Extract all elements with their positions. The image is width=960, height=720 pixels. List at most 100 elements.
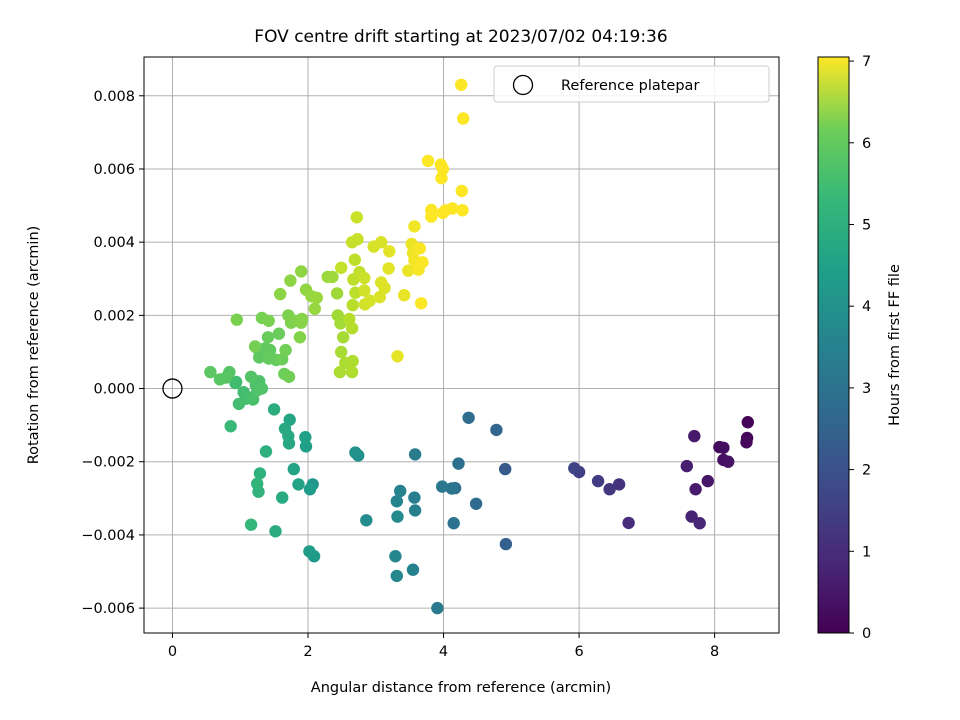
data-point: [343, 312, 356, 326]
data-point: [330, 287, 344, 300]
data-point: [230, 313, 243, 326]
data-point: [282, 370, 296, 383]
data-point: [351, 233, 364, 246]
y-tick-label: 0.006: [93, 162, 135, 178]
data-point: [303, 483, 317, 496]
data-point: [244, 370, 258, 383]
colorbar-tick-label: 0: [862, 626, 871, 642]
data-point: [390, 569, 403, 583]
data-point: [436, 162, 450, 176]
data-point: [348, 253, 361, 266]
data-point: [375, 236, 388, 249]
y-tick-label: −0.006: [81, 601, 135, 617]
data-point: [391, 350, 404, 363]
x-tick-label: 6: [574, 644, 583, 660]
data-point: [259, 445, 273, 458]
data-point: [456, 204, 469, 217]
scatter-points: [204, 78, 754, 615]
data-point: [292, 478, 305, 491]
data-point: [251, 477, 264, 490]
data-point: [248, 340, 262, 353]
data-point: [391, 510, 404, 523]
data-point: [591, 474, 605, 488]
data-point: [445, 482, 458, 495]
data-point: [717, 441, 730, 454]
data-point: [688, 429, 701, 443]
data-point: [436, 480, 449, 493]
data-point: [278, 422, 292, 435]
data-point: [402, 264, 415, 277]
data-point: [408, 220, 421, 233]
grid-lines: [144, 57, 779, 633]
data-point: [722, 455, 735, 468]
data-point: [360, 514, 373, 527]
data-point: [416, 256, 429, 269]
data-point: [390, 495, 403, 508]
data-point: [267, 403, 281, 416]
data-point: [350, 211, 363, 224]
data-point: [462, 411, 475, 424]
x-axis-ticks: 0 2 4 6 8: [168, 633, 719, 660]
data-point: [293, 331, 307, 344]
y-axis-label: Rotation from reference (arcmin): [26, 226, 42, 465]
data-point: [284, 274, 297, 287]
data-point: [287, 462, 300, 476]
data-point: [274, 287, 287, 301]
data-point: [261, 331, 275, 344]
colorbar-tick-label: 3: [862, 381, 871, 397]
data-point: [568, 462, 581, 475]
data-point: [295, 316, 308, 329]
colorbar-tick-label: 7: [862, 54, 871, 70]
plot-frame: [143, 56, 780, 634]
colorbar-ticks: 0 1 2 3 4 5 6 7: [849, 54, 871, 642]
data-point: [389, 550, 402, 563]
data-point: [333, 365, 347, 379]
data-point: [283, 413, 296, 426]
data-point: [295, 265, 308, 278]
data-point: [262, 314, 275, 327]
data-point: [455, 184, 468, 198]
data-point: [740, 436, 753, 449]
data-point: [244, 518, 258, 531]
data-point: [413, 242, 426, 255]
data-point: [373, 290, 386, 304]
data-point: [230, 375, 243, 389]
y-axis-ticks: −0.006 −0.004 −0.002 0.000 0.002 0.004 0.006 0.…: [81, 89, 144, 617]
data-point: [363, 294, 376, 307]
data-point: [452, 457, 465, 470]
data-point: [394, 484, 407, 498]
data-point: [425, 210, 438, 223]
data-point: [299, 431, 312, 444]
data-point: [253, 467, 267, 480]
colorbar-tick-label: 2: [862, 463, 871, 479]
data-point: [469, 497, 483, 510]
data-point: [326, 270, 339, 284]
data-point: [335, 261, 348, 274]
data-point: [408, 491, 421, 504]
data-point: [431, 601, 444, 615]
colorbar-tick-label: 4: [862, 299, 871, 315]
data-point: [689, 483, 702, 496]
data-point: [272, 327, 286, 340]
data-point: [447, 517, 460, 530]
data-point: [358, 271, 371, 285]
y-tick-label: −0.002: [81, 455, 135, 471]
data-point: [680, 459, 693, 473]
data-point: [457, 112, 470, 125]
data-point: [398, 289, 411, 302]
colorbar-tick-label: 5: [862, 217, 871, 233]
legend-label: Reference platepar: [561, 78, 699, 94]
data-point: [224, 420, 237, 433]
y-tick-label: 0.004: [93, 235, 135, 251]
data-point: [378, 281, 391, 295]
data-point: [255, 382, 269, 395]
data-point: [335, 345, 348, 359]
data-point: [303, 545, 316, 558]
data-point: [269, 525, 282, 538]
legend-open-circle-icon: [512, 74, 534, 96]
data-point: [358, 284, 371, 297]
y-tick-label: 0.000: [93, 382, 135, 398]
colorbar-label: Hours from first FF file: [887, 264, 903, 426]
data-point: [308, 302, 321, 315]
